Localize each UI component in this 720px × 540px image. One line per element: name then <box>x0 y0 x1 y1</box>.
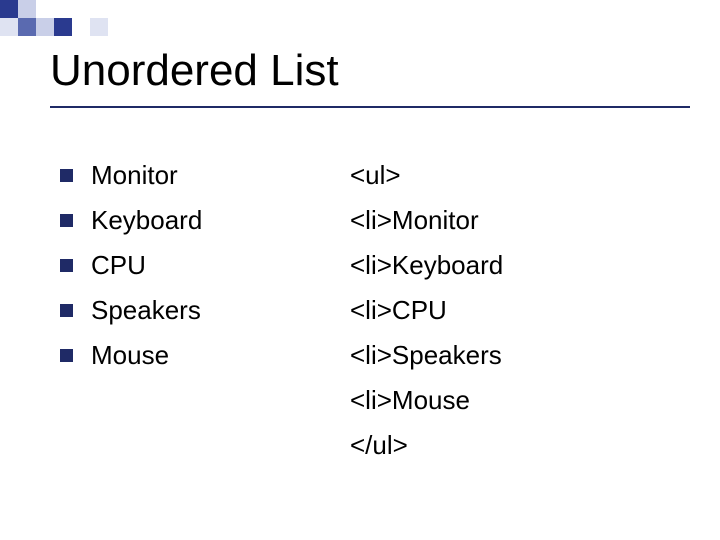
decor-square <box>18 18 36 36</box>
decor-square <box>54 0 72 18</box>
square-bullet-icon <box>60 169 73 182</box>
list-item-text: Monitor <box>91 160 178 191</box>
code-line: <li>Monitor <box>350 205 680 236</box>
title-section: Unordered List <box>50 46 690 108</box>
code-line: <ul> <box>350 160 680 191</box>
list-item-text: CPU <box>91 250 146 281</box>
square-bullet-icon <box>60 259 73 272</box>
bullet-list-column: Monitor Keyboard CPU Speakers Mouse <box>60 160 350 475</box>
code-column: <ul> <li>Monitor <li>Keyboard <li>CPU <li>Sp… <box>350 160 680 475</box>
list-item: Mouse <box>60 340 350 371</box>
code-line: <li>Mouse <box>350 385 680 416</box>
slide-title: Unordered List <box>50 46 690 106</box>
content-area: Monitor Keyboard CPU Speakers Mouse <ul> <li>… <box>60 160 680 475</box>
code-line: <li>Speakers <box>350 340 680 371</box>
decor-square <box>36 0 54 18</box>
list-item: Keyboard <box>60 205 350 236</box>
decor-square <box>0 18 18 36</box>
decor-square <box>54 18 72 36</box>
code-line: </ul> <box>350 430 680 461</box>
decor-square <box>0 0 18 18</box>
decor-square <box>18 0 36 18</box>
decor-square <box>36 18 54 36</box>
decor-square <box>72 18 90 36</box>
list-item-text: Speakers <box>91 295 201 326</box>
code-line: <li>Keyboard <box>350 250 680 281</box>
square-bullet-icon <box>60 214 73 227</box>
list-item: CPU <box>60 250 350 281</box>
list-item-text: Mouse <box>91 340 169 371</box>
title-underline <box>50 106 690 108</box>
list-item-text: Keyboard <box>91 205 202 236</box>
decor-square <box>90 18 108 36</box>
decor-square <box>90 0 108 18</box>
decor-square <box>72 0 90 18</box>
square-bullet-icon <box>60 349 73 362</box>
corner-decoration <box>0 0 108 36</box>
list-item: Speakers <box>60 295 350 326</box>
code-line: <li>CPU <box>350 295 680 326</box>
list-item: Monitor <box>60 160 350 191</box>
square-bullet-icon <box>60 304 73 317</box>
